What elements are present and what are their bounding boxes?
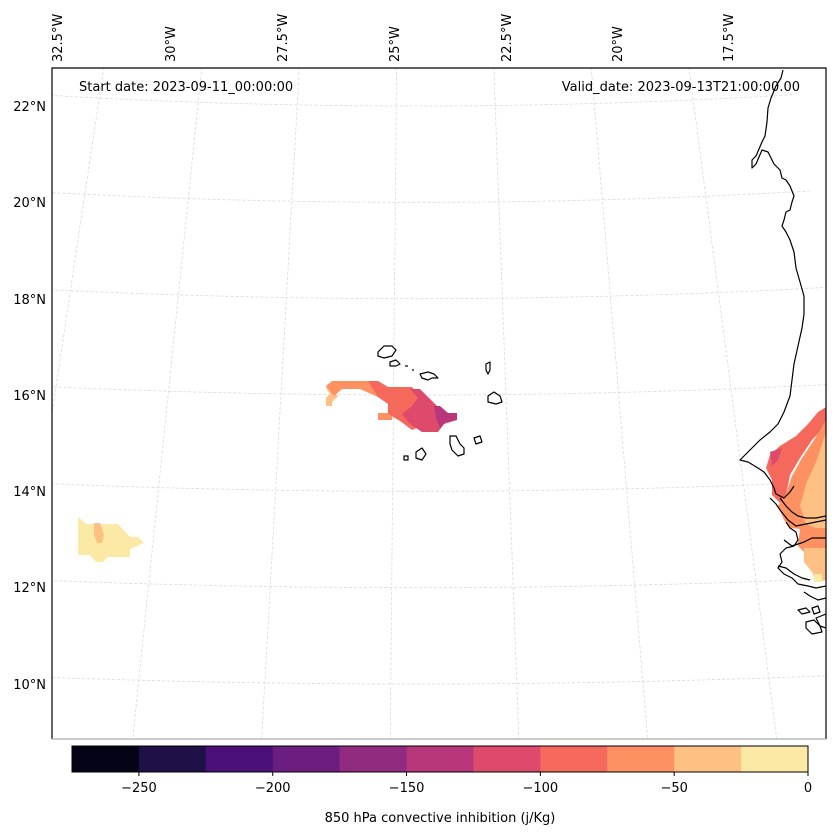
coastline — [415, 447, 427, 461]
map-frame — [51, 67, 827, 739]
coastline — [805, 619, 823, 635]
coastline — [777, 521, 826, 589]
longitude-tick-label: 17.5°W — [722, 14, 737, 62]
coastline — [811, 605, 821, 615]
colorbar-tick-label: −100 — [523, 781, 559, 796]
coastline — [485, 361, 491, 375]
colorbar-tick-label: −150 — [389, 781, 425, 796]
coastline — [775, 485, 826, 519]
cin-region-coast-inner — [800, 432, 826, 532]
map-area: Start date: 2023-09-11_00:00:00 Valid_da… — [51, 67, 827, 740]
coastline — [815, 613, 826, 629]
coastlines — [377, 69, 826, 635]
longitude-tick-label: 22.5°W — [500, 14, 515, 62]
cin-region-coast-tip — [814, 574, 822, 582]
coastline — [377, 345, 397, 359]
parallel-gridline — [52, 481, 826, 492]
coastline — [803, 591, 826, 601]
parallel-gridline — [52, 578, 826, 589]
coastline — [777, 565, 811, 581]
map-background — [52, 68, 826, 739]
cin-region-cv-core — [434, 406, 457, 428]
coastline — [739, 69, 805, 495]
latitude-tick-label: 10°N — [13, 678, 46, 693]
latitude-tick-label: 18°N — [13, 293, 46, 308]
start-date-annotation: Start date: 2023-09-11_00:00:00 — [79, 80, 293, 95]
cin-region-coast-south-inner — [804, 548, 826, 582]
gridlines — [52, 68, 826, 739]
colorbar-outline — [71, 745, 809, 773]
parallel-gridline — [52, 190, 810, 203]
cin-field — [78, 381, 826, 582]
colorbar-swatch — [473, 746, 541, 772]
cin-region-coast-north — [766, 407, 826, 503]
longitude-tick-label: 25°W — [388, 26, 403, 62]
coastline — [783, 537, 826, 547]
meridian-gridline — [389, 68, 397, 739]
colorbar-swatch — [272, 746, 341, 772]
colorbar-swatch — [205, 746, 274, 772]
latitude-tick-labels: 22°N 20°N 18°N 16°N 14°N 12°N 10°N — [13, 100, 46, 693]
colorbar-swatch — [741, 746, 809, 772]
latitude-tick-label: 14°N — [13, 485, 46, 500]
colorbar-label: 850 hPa convective inhibition (j/Kg) — [325, 811, 556, 826]
coastline — [797, 607, 811, 615]
colorbar-ticks: −250 −200 −150 −100 −50 0 — [121, 772, 812, 796]
valid-date-annotation: Valid_date: 2023-09-13T21:00:00.00 — [562, 80, 800, 95]
meridian-gridline — [132, 68, 203, 739]
longitude-tick-label: 30°W — [164, 26, 179, 62]
colorbar: −250 −200 −150 −100 −50 0 850 hPa convective … — [71, 745, 812, 826]
colorbar-swatches — [72, 746, 809, 772]
latitude-tick-label: 20°N — [13, 196, 46, 211]
colorbar-swatch — [72, 746, 140, 772]
meridian-gridline — [52, 68, 105, 417]
coastline — [769, 497, 826, 527]
colorbar-tick-label: 0 — [804, 781, 812, 796]
latitude-tick-label: 12°N — [13, 581, 46, 596]
colorbar-swatch — [138, 746, 207, 772]
cin-region-coast-pocket — [770, 448, 782, 466]
parallel-gridline — [52, 287, 826, 300]
coastline — [403, 455, 409, 461]
latitude-tick-label: 16°N — [13, 389, 46, 404]
coastline — [473, 435, 483, 445]
meridian-gridline — [493, 68, 520, 739]
colorbar-swatch — [406, 746, 474, 772]
colorbar-swatch — [607, 746, 675, 772]
parallel-gridline — [52, 94, 793, 107]
coastline — [389, 359, 401, 367]
colorbar-swatch — [674, 746, 742, 772]
coastline — [487, 391, 503, 405]
longitude-tick-label: 27.5°W — [276, 14, 291, 62]
colorbar-swatch — [540, 746, 608, 772]
colorbar-tick-label: −50 — [660, 781, 687, 796]
coastline — [449, 435, 465, 457]
cin-region-west-inner — [94, 523, 104, 543]
coastline — [419, 371, 439, 381]
meridian-gridline — [688, 68, 778, 739]
longitude-tick-label: 32.5°W — [51, 14, 66, 62]
longitude-tick-label: 20°W — [611, 26, 626, 62]
longitude-tick-labels: 32.5°W 30°W 27.5°W 25°W 22.5°W 20°W 17.5°W — [51, 14, 737, 62]
colorbar-swatch — [339, 746, 408, 772]
latitude-tick-label: 22°N — [13, 100, 46, 115]
colorbar-tick-label: −250 — [121, 781, 157, 796]
colorbar-tick-label: −200 — [255, 781, 291, 796]
